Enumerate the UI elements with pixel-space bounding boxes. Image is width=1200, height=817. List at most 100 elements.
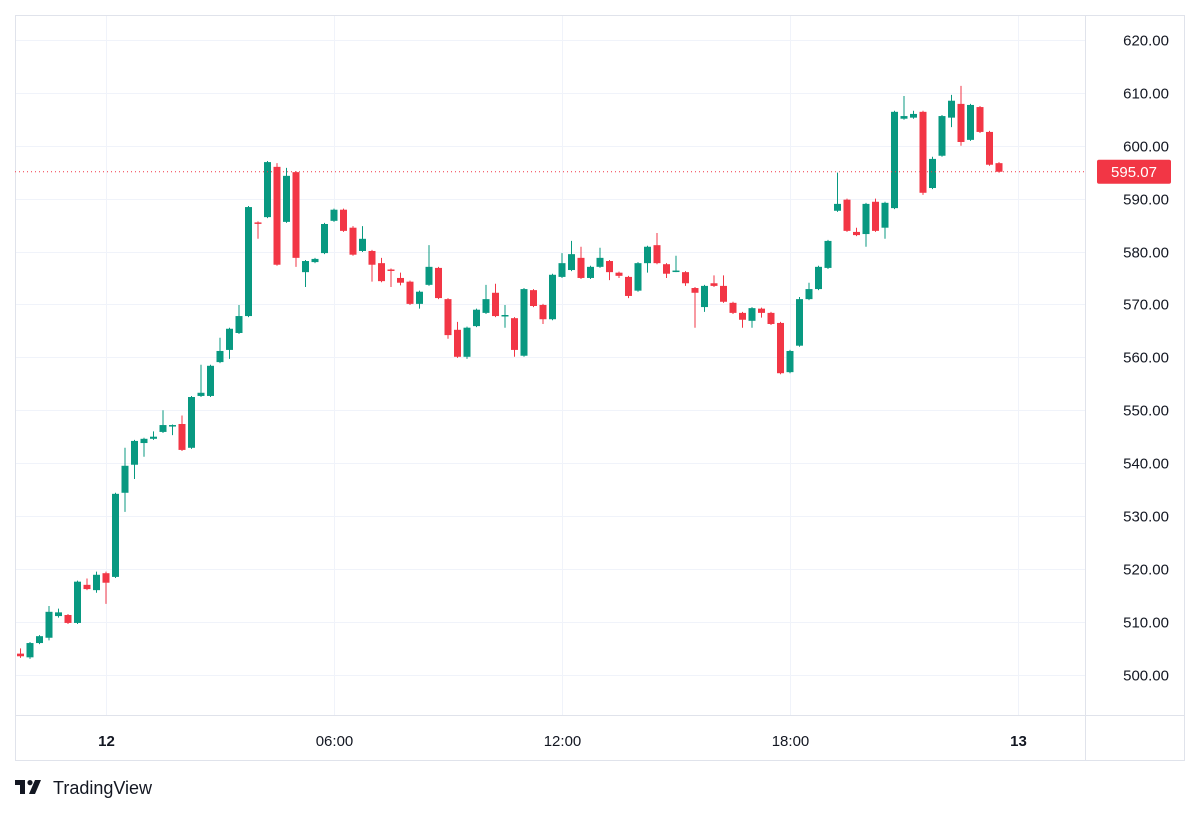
candle — [957, 85, 965, 146]
candle — [321, 222, 328, 255]
candle — [501, 304, 509, 328]
tradingview-logo[interactable]: TradingView — [15, 778, 153, 798]
candle-body — [644, 246, 651, 264]
candle — [397, 272, 404, 286]
candle-body — [853, 231, 860, 236]
candle-body — [292, 172, 300, 258]
candle-body — [169, 425, 176, 427]
candle-body — [672, 270, 680, 273]
candle-body — [701, 285, 708, 308]
candle — [729, 301, 737, 314]
candle — [862, 202, 870, 247]
candle-body — [587, 266, 594, 278]
last-price-value: 595.07 — [1111, 164, 1157, 181]
time-tick-label: 12:00 — [544, 733, 582, 750]
candle — [273, 163, 281, 266]
candle-body — [834, 203, 841, 211]
candle-body — [435, 267, 442, 299]
candle-body — [83, 584, 91, 590]
price-tick-label: 600.00 — [1123, 139, 1169, 156]
candle-body — [378, 263, 385, 282]
candle — [159, 410, 167, 433]
candle — [492, 283, 499, 318]
candle — [311, 257, 319, 264]
candle — [349, 226, 357, 256]
candle-body — [929, 158, 936, 189]
time-axis[interactable]: 12 06:00 12:00 18:00 13 — [98, 733, 1027, 750]
candle — [17, 648, 24, 658]
candle-body — [796, 299, 803, 346]
candle — [340, 208, 347, 232]
candle-body — [283, 175, 290, 222]
candle-body — [976, 107, 984, 132]
candle — [283, 167, 290, 223]
candle-body — [948, 100, 955, 118]
candle-body — [957, 103, 965, 142]
candle — [444, 298, 452, 339]
candle — [919, 110, 927, 195]
time-tick-label: 12 — [98, 733, 115, 750]
candle — [644, 245, 651, 273]
candle — [682, 271, 689, 286]
candle-body — [872, 201, 879, 231]
candle-body — [986, 131, 993, 165]
candle-body — [558, 263, 566, 277]
candle-body — [710, 283, 718, 286]
candle-body — [967, 104, 974, 140]
candle — [596, 247, 604, 268]
candle — [140, 437, 148, 457]
candle-body — [501, 315, 509, 317]
candle — [625, 275, 632, 299]
candle-body — [938, 116, 946, 156]
candle-body — [539, 304, 547, 320]
candle-body — [359, 238, 366, 251]
candle — [330, 208, 338, 222]
candle-body — [910, 113, 917, 118]
candle-body — [748, 308, 756, 321]
candle-body — [273, 166, 281, 265]
time-tick-label: 18:00 — [772, 733, 810, 750]
candle-body — [264, 162, 271, 218]
candle — [150, 431, 157, 440]
candle — [425, 245, 433, 286]
candle — [615, 271, 623, 278]
candle-body — [729, 302, 737, 313]
candle-body — [786, 350, 794, 373]
candle — [112, 492, 119, 578]
candle — [948, 94, 955, 128]
candle — [387, 268, 395, 287]
candle-body — [36, 636, 43, 644]
candle — [539, 303, 547, 324]
candle — [102, 571, 110, 604]
price-axis[interactable]: 500.00 510.00 520.00 530.00 540.00 550.00 560.… — [1123, 33, 1169, 685]
candle-body — [549, 274, 556, 320]
candle — [378, 257, 385, 283]
candle-body — [454, 329, 461, 357]
candle — [900, 95, 908, 120]
candle-body — [340, 209, 347, 231]
tradingview-logo-icon — [15, 780, 41, 794]
candle-body — [131, 440, 138, 465]
candle-body — [188, 397, 195, 448]
price-tick-label: 510.00 — [1123, 615, 1169, 632]
candles — [17, 85, 1003, 659]
candle-body — [520, 289, 528, 356]
candle-body — [321, 223, 328, 254]
candle — [26, 641, 34, 659]
candle-body — [625, 276, 632, 296]
candle — [967, 103, 974, 141]
candle-body — [663, 264, 670, 274]
candle — [64, 613, 72, 624]
candle — [520, 288, 528, 357]
chart-frame — [15, 15, 1185, 761]
candle — [235, 304, 243, 335]
candle — [872, 198, 879, 232]
candle-body — [159, 425, 167, 432]
price-tick-label: 540.00 — [1123, 456, 1169, 473]
candle-body — [492, 292, 499, 317]
candle-body — [55, 612, 62, 617]
candle — [216, 337, 224, 364]
candle-body — [606, 261, 613, 273]
candle — [463, 326, 471, 359]
